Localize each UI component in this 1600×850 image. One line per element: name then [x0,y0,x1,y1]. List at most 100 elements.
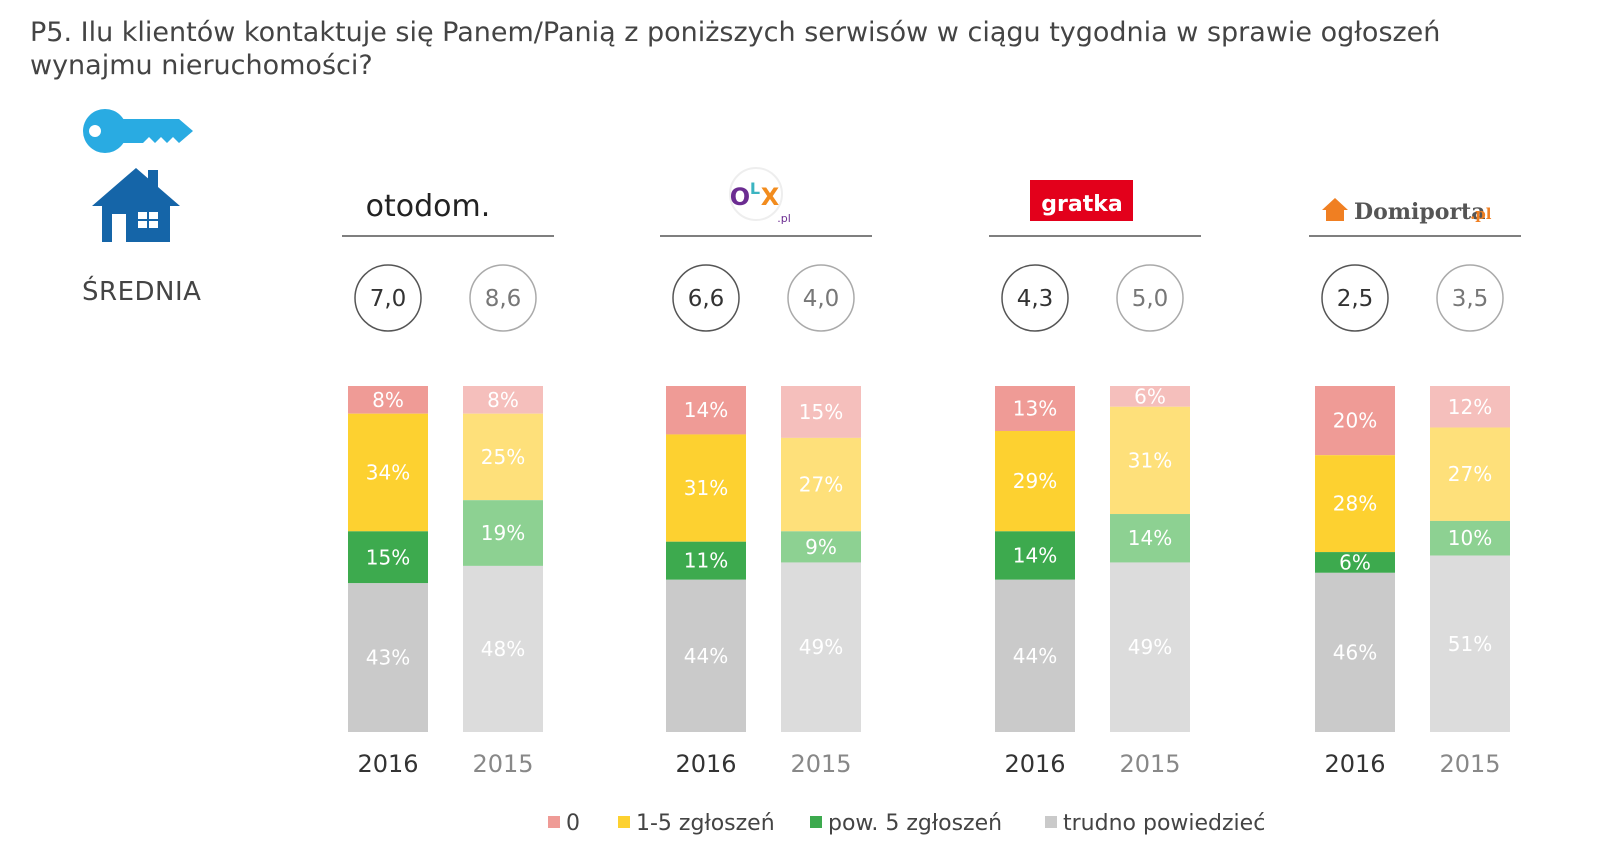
logo-olx-x: X [761,183,780,211]
data-label: 8% [487,388,519,412]
bar-segment-0 [1110,386,1190,407]
house-icon-shape [92,168,180,242]
logo-otodom-text: otodom. [366,189,491,224]
average-value: 5,0 [1132,286,1169,312]
bar-segment-pow-5-zg-osze- [666,541,746,580]
data-label: 48% [481,637,525,661]
data-label: 31% [684,476,728,500]
data-label: 46% [1333,640,1377,664]
data-label: 11% [684,549,728,573]
bar-segment-1-5-zg-osze- [781,437,861,532]
average-circle [354,264,422,332]
data-label: 12% [1448,395,1492,419]
bar-segment-pow-5-zg-osze- [1110,514,1190,563]
average-circle [1321,264,1389,332]
average-value: 7,0 [370,286,407,312]
bar-segment-0 [1315,386,1395,456]
year-label: 2016 [1004,750,1065,778]
year-label: 2015 [1439,750,1500,778]
average-value: 6,6 [688,286,725,312]
data-label: 9% [805,535,837,559]
average-label: ŚREDNIA [82,277,202,307]
logo-domiporta-text: Domiporta [1354,199,1485,225]
average-circle [1001,264,1069,332]
bar-segment-1-5-zg-osze- [1110,406,1190,515]
logo-otodom: otodom. [366,189,491,224]
data-label: 49% [799,635,843,659]
average-circle [469,264,537,332]
bar-segment-trudno-powiedzie- [1430,555,1510,732]
data-label: 44% [684,644,728,668]
data-label: 14% [684,398,728,422]
data-label: 29% [1013,469,1057,493]
bar-segment-1-5-zg-osze- [348,413,428,532]
data-label: 34% [366,461,410,485]
year-label: 2016 [1324,750,1385,778]
data-label: 20% [1333,409,1377,433]
house-icon [92,168,180,242]
bar-segment-pow-5-zg-osze- [348,531,428,584]
bar-segment-trudno-powiedzie- [1315,572,1395,732]
bar-segment-1-5-zg-osze- [995,430,1075,532]
legend: 0 1-5 zgłoszeń pow. 5 zgłoszeń trudno powie… [548,811,1265,836]
bar-segment-0 [666,386,746,435]
bar-segment-pow-5-zg-osze- [781,531,861,563]
year-label: 2015 [1119,750,1180,778]
bar-segment-1-5-zg-osze- [666,434,746,542]
data-label: 44% [1013,644,1057,668]
average-value: 2,5 [1337,286,1374,312]
legend-label: 1-5 zgłoszeń [636,811,775,836]
average-value: 4,3 [1017,286,1054,312]
data-label: 14% [1013,544,1057,568]
bar-segment-trudno-powiedzie- [666,579,746,732]
logo-olx-l: L [750,179,760,198]
bar-segment-trudno-powiedzie- [1110,562,1190,732]
page-title: P5. Ilu klientów kontaktuje się Panem/Pa… [30,17,1441,81]
logo-olx: O L X .pl [729,167,791,225]
legend-swatch [548,816,560,828]
average-value: 3,5 [1452,286,1489,312]
year-label: 2015 [790,750,851,778]
bar-segment-0 [995,386,1075,431]
bar-segment-0 [781,386,861,438]
data-label: 19% [481,521,525,545]
average-circle [1436,264,1504,332]
average-value: 8,6 [485,286,522,312]
year-label: 2015 [472,750,533,778]
year-label: 2016 [357,750,418,778]
bar-segment-1-5-zg-osze- [1315,455,1395,553]
key-icon-shape [83,109,193,153]
bar-segment-trudno-powiedzie- [348,583,428,732]
average-value: 4,0 [803,286,840,312]
average-circle [787,264,855,332]
logo-domiporta: Domiporta .pl [1322,198,1492,225]
data-label: 14% [1128,526,1172,550]
bar-segment-trudno-powiedzie- [995,579,1075,732]
logo-domiporta-suffix: .pl [1470,205,1492,223]
logo-olx-suffix: .pl [777,212,791,225]
bar-segment-0 [1430,386,1510,428]
data-label: 13% [1013,396,1057,420]
bar-segment-trudno-powiedzie- [463,565,543,732]
bar-segment-trudno-powiedzie- [781,562,861,732]
bar-segment-0 [348,386,428,414]
data-label: 6% [1339,550,1371,574]
data-label: 27% [799,473,843,497]
bar-segment-pow-5-zg-osze- [1315,552,1395,573]
key-icon [83,109,193,153]
legend-label: 0 [566,811,580,836]
bar-segment-1-5-zg-osze- [1430,427,1510,521]
bar-segment-1-5-zg-osze- [463,413,543,501]
data-label: 15% [366,545,410,569]
data-label: 28% [1333,492,1377,516]
data-label: 49% [1128,635,1172,659]
data-label: 25% [481,445,525,469]
average-circle [672,264,740,332]
data-label: 27% [1448,462,1492,486]
legend-swatch [810,816,822,828]
legend-label: pow. 5 zgłoszeń [828,811,1002,836]
domiporta-house-icon [1322,198,1348,221]
legend-swatch [618,816,630,828]
data-label: 6% [1134,384,1166,408]
